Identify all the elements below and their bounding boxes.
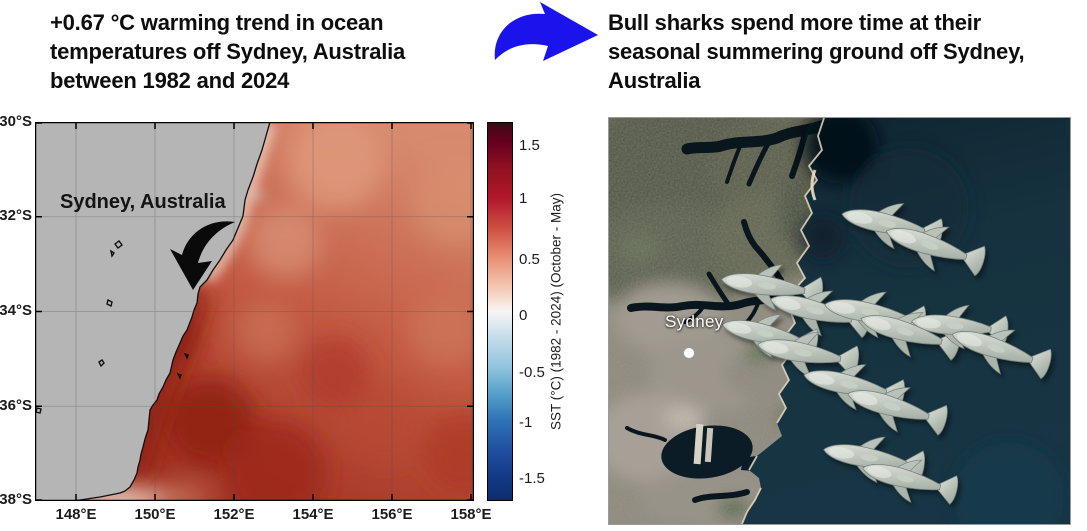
xtick-158e: 158°E [450, 506, 492, 523]
right-title-line-3: Australia [608, 68, 701, 93]
left-title-line-2: temperatures off Sydney, Australia [50, 39, 406, 64]
left-title-line-1: +0.67 °C warming trend in ocean [50, 10, 384, 35]
xtick-156e: 156°E [371, 506, 413, 523]
xtick-150e: 150°E [134, 506, 176, 523]
airport-runway [693, 423, 704, 465]
connector-arrow-shape [494, 2, 598, 61]
ytick-34s: 34°S [0, 302, 32, 319]
right-title-line-2: seasonal summering ground off Sydney, [608, 39, 1025, 64]
sydney-annotation-label: Sydney, Australia [60, 191, 226, 213]
cbar-tick-1: 1 [519, 190, 528, 207]
coastal-lakes [35, 240, 189, 414]
sydney-pointer-arrow-icon [170, 221, 235, 290]
ytick-32s: 32°S [0, 207, 32, 224]
right-title-line-1: Bull sharks spend more time at their [608, 10, 982, 35]
cbar-tick-m1: -1 [519, 414, 533, 431]
xtick-154e: 154°E [292, 506, 334, 523]
colorbar-axis-label: SST (°C) (1982 - 2024) (October - May) [548, 193, 564, 430]
harbour-waterways [625, 118, 833, 503]
xtick-152e: 152°E [213, 506, 255, 523]
airport-runway-2 [704, 427, 714, 463]
cbar-tick-m0p5: -0.5 [519, 364, 545, 381]
right-panel-title: Bull sharks spend more time at their sea… [608, 8, 1025, 95]
sydney-city-label: Sydney [665, 312, 724, 331]
cbar-tick-0p5: 0.5 [519, 251, 540, 268]
left-title-line-3: between 1982 and 2024 [50, 68, 290, 93]
land-mask-australia [35, 122, 271, 501]
cbar-tick-0: 0 [519, 307, 528, 324]
sydney-marker-dot [683, 347, 695, 359]
map-frame [34, 121, 475, 502]
sst-colorbar [487, 122, 513, 501]
ytick-38s: 38°S [0, 491, 32, 508]
cbar-tick-m1p5: -1.5 [519, 470, 545, 487]
sst-trend-map: Sydney, Australia [34, 121, 475, 502]
satellite-svg [609, 118, 1070, 524]
cbar-tick-1p5: 1.5 [519, 137, 540, 154]
sst-map-svg [34, 121, 475, 502]
connector-arrow-icon [494, 2, 598, 61]
beach-shoreline [741, 118, 825, 524]
ytick-30s: 30°S [0, 113, 32, 130]
sydney-satellite-panel: Sydney [608, 117, 1071, 525]
left-panel-title: +0.67 °C warming trend in ocean temperat… [50, 8, 405, 95]
ytick-36s: 36°S [0, 397, 32, 414]
xtick-148e: 148°E [55, 506, 97, 523]
